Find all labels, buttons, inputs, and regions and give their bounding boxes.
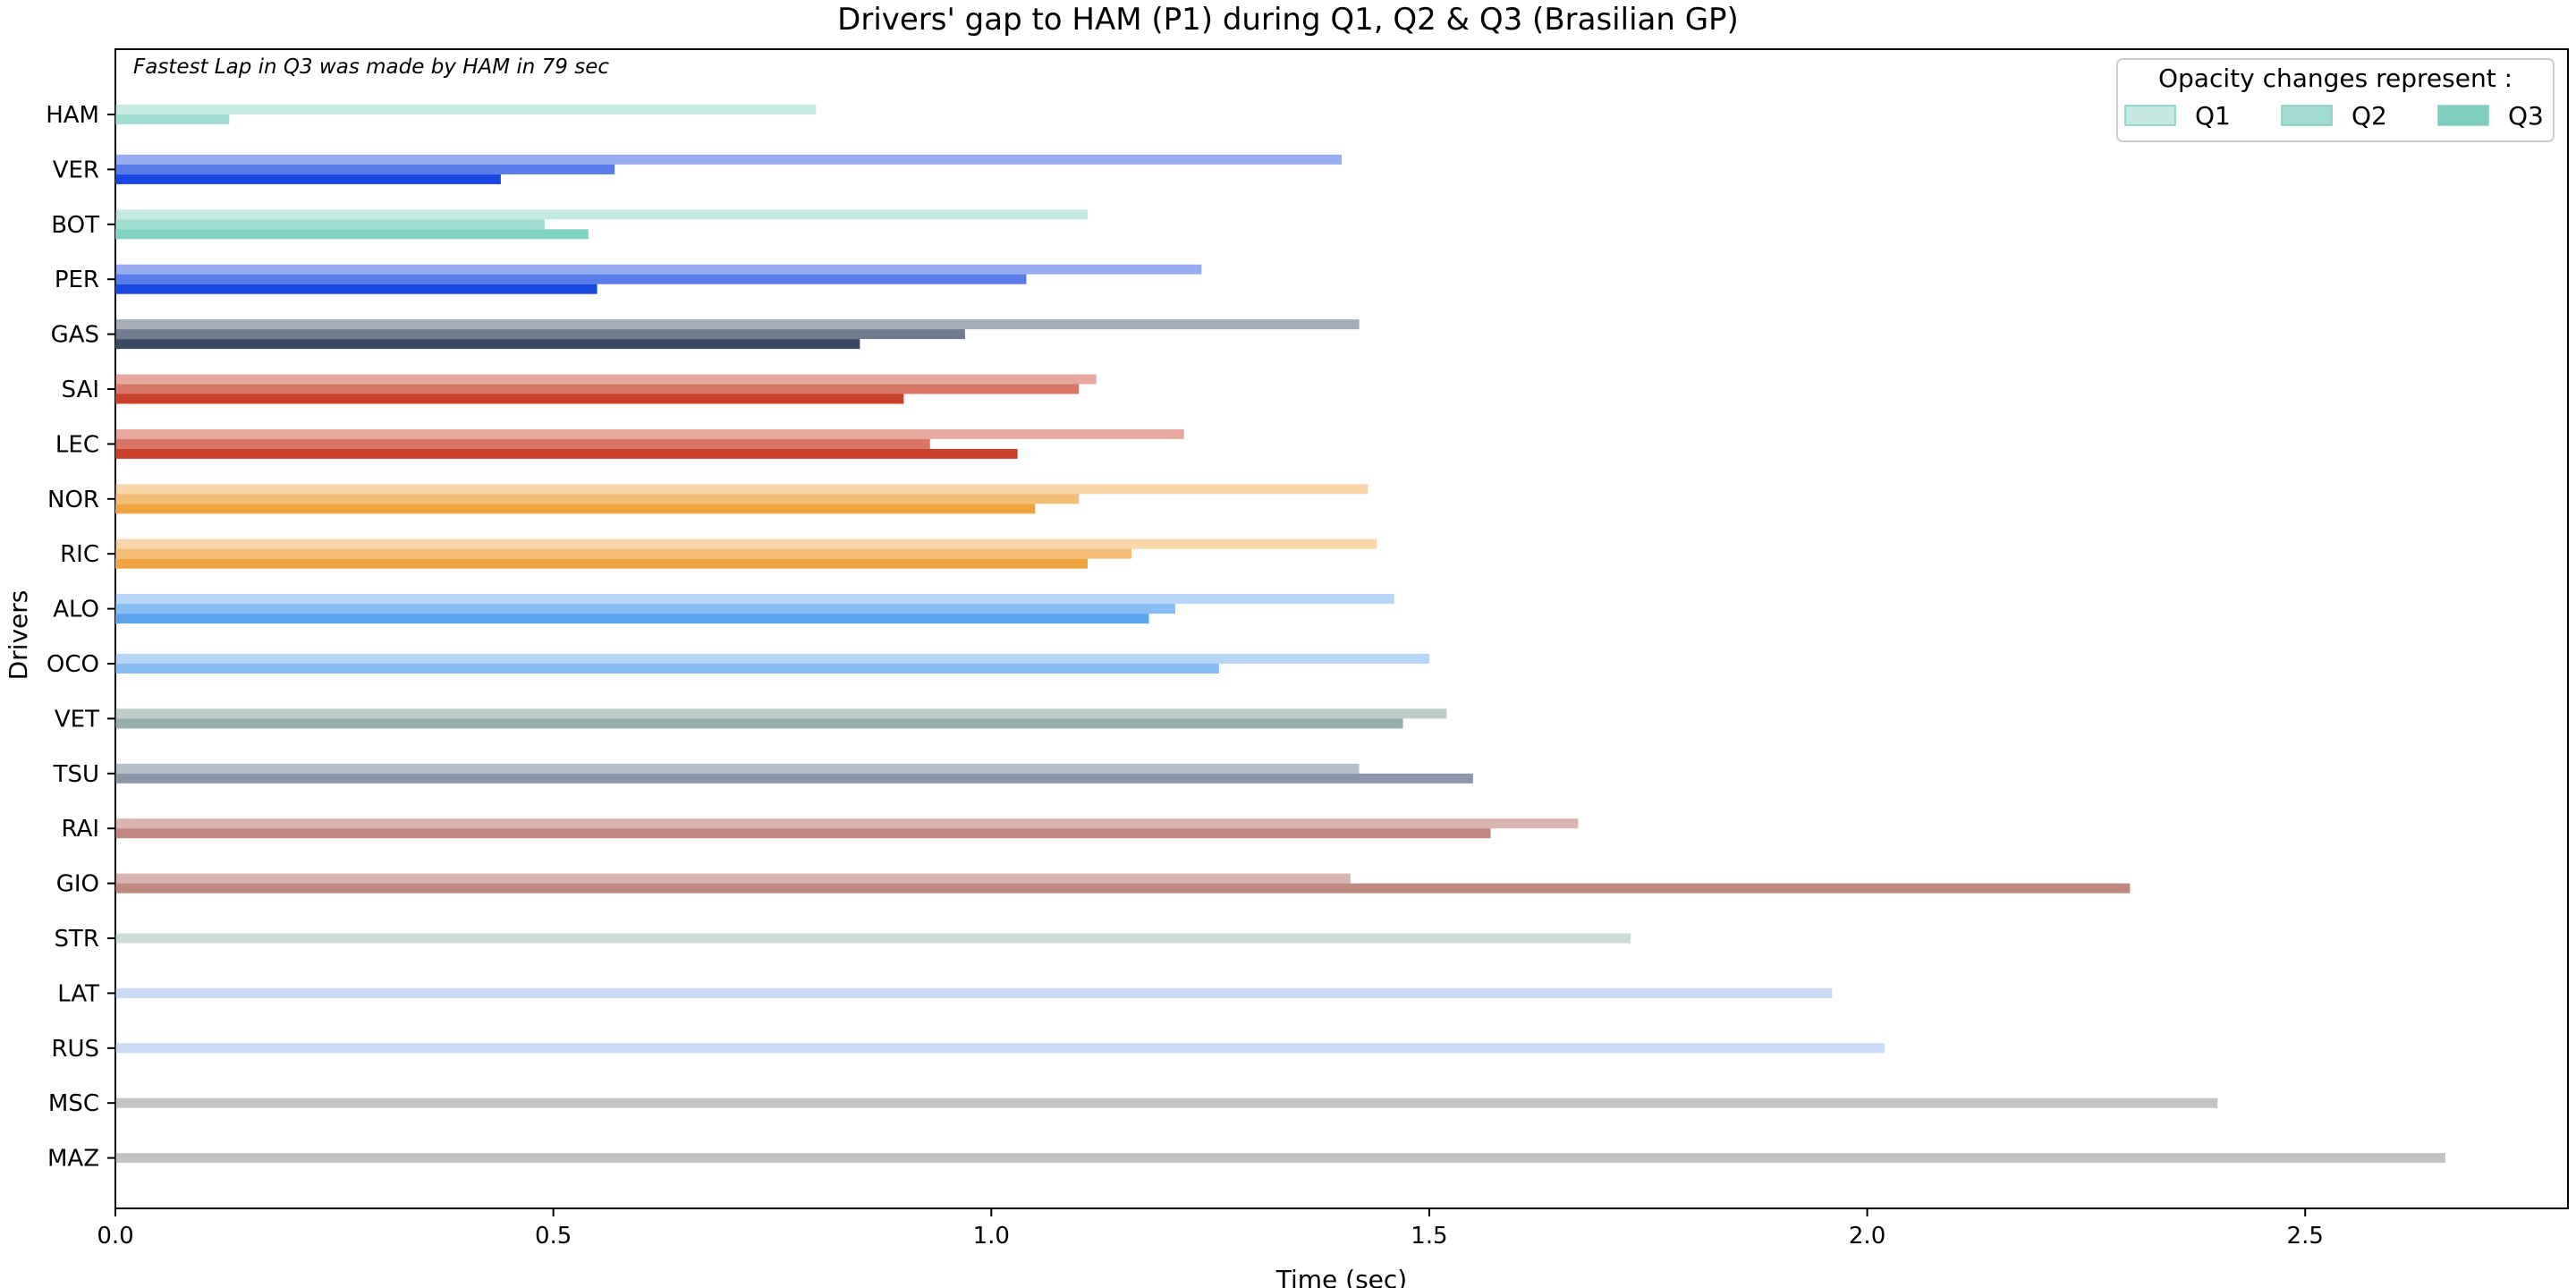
y-tick-label: OCO [47, 651, 99, 678]
bar-sai-q3 [115, 394, 904, 404]
bar-nor-q3 [115, 504, 1036, 514]
y-tick-label: LAT [57, 980, 99, 1007]
bar-nor-q1 [115, 484, 1368, 495]
legend-label-q1: Q1 [2195, 101, 2231, 131]
x-tick-label: 0.5 [535, 1223, 572, 1250]
legend-label-q3: Q3 [2508, 101, 2544, 131]
y-tick-label: SAI [62, 377, 99, 403]
bar-gas-q3 [115, 339, 860, 350]
bar-per-q1 [115, 264, 1202, 275]
bar-sai-q1 [115, 374, 1097, 385]
bar-ric-q2 [115, 548, 1131, 559]
y-tick-label: RAI [62, 816, 99, 843]
bar-gas-q1 [115, 319, 1360, 330]
x-tick-label: 1.0 [973, 1223, 1010, 1250]
bar-tsu-q2 [115, 773, 1473, 784]
y-axis: HAM VER BOT PER GAS SAI LEC NOR RIC ALO OCO VET TSU R… [46, 102, 115, 1173]
legend: Opacity changes represent : Q1 Q2 Q3 [2116, 58, 2555, 142]
bar-gas-q2 [115, 329, 965, 340]
bar-ham-q1 [115, 105, 817, 114]
bar-nor-q2 [115, 494, 1080, 504]
bar-bot-q1 [115, 209, 1089, 220]
plot-area [114, 48, 2569, 1209]
x-tick-label: 0.0 [97, 1223, 133, 1250]
bar-bot-q3 [115, 229, 589, 240]
bar-ric-q3 [115, 558, 1089, 569]
bar-alo-q1 [115, 594, 1394, 605]
bar-ver-q2 [115, 164, 615, 174]
bar-rus-q1 [115, 1043, 1885, 1054]
legend-swatch-q2 [2281, 105, 2333, 126]
y-tick-label: RUS [51, 1036, 99, 1063]
bar-per-q2 [115, 274, 1027, 284]
bar-tsu-q1 [115, 763, 1360, 774]
bar-rai-q1 [115, 818, 1579, 829]
bar-lec-q3 [115, 448, 1018, 459]
y-tick-label: LEC [55, 431, 99, 458]
x-tick-label: 2.0 [1849, 1223, 1885, 1250]
x-axis: 0.0 0.5 1.0 1.5 2.0 2.5 [97, 1208, 2324, 1250]
y-tick-label: STR [55, 926, 99, 953]
annotation-text: Fastest Lap in Q3 was made by HAM in 79 … [133, 55, 609, 79]
bar-alo-q3 [115, 614, 1149, 624]
bar-bot-q2 [115, 219, 545, 230]
y-tick-label: VER [53, 157, 99, 183]
y-tick-label: NOR [47, 487, 99, 513]
bar-vet-q1 [115, 708, 1447, 719]
bar-gio-q2 [115, 883, 2131, 894]
bar-ham-q2 [115, 114, 230, 124]
x-axis-label: Time (sec) [1275, 1265, 1407, 1288]
bar-per-q3 [115, 284, 597, 294]
legend-swatch-q3 [2437, 105, 2489, 126]
legend-title: Opacity changes represent : [2158, 64, 2512, 93]
y-tick-label: GIO [56, 871, 99, 898]
bar-maz-q1 [115, 1153, 2445, 1164]
x-tick-label: 1.5 [1411, 1223, 1447, 1250]
bar-oco-q2 [115, 664, 1219, 674]
y-tick-label: GAS [51, 322, 99, 349]
y-tick-label: MSC [48, 1090, 99, 1117]
bar-alo-q2 [115, 604, 1175, 614]
y-tick-label: MAZ [47, 1146, 99, 1173]
y-tick-label: HAM [46, 102, 99, 129]
y-tick-label: TSU [53, 761, 99, 788]
bar-ver-q3 [115, 174, 501, 184]
y-tick-label: RIC [60, 541, 99, 568]
x-tick-label: 2.5 [2287, 1223, 2324, 1250]
bar-ver-q1 [115, 154, 1342, 165]
bar-group [115, 105, 2445, 1164]
legend-label-q2: Q2 [2351, 101, 2387, 131]
bar-ric-q1 [115, 538, 1377, 549]
y-tick-label: VET [55, 706, 99, 733]
y-tick-label: ALO [53, 597, 99, 623]
y-tick-label: PER [55, 267, 99, 293]
bar-lec-q2 [115, 438, 930, 449]
chart-title: Drivers' gap to HAM (P1) during Q1, Q2 &… [837, 2, 1739, 38]
bar-gio-q1 [115, 873, 1351, 884]
bar-sai-q2 [115, 384, 1080, 394]
bar-lec-q1 [115, 428, 1184, 439]
y-axis-label: Drivers [4, 590, 33, 681]
legend-swatch-q1 [2124, 105, 2176, 126]
bar-rai-q2 [115, 828, 1491, 839]
y-tick-label: BOT [51, 212, 99, 239]
bar-lat-q1 [115, 987, 1833, 998]
bar-vet-q2 [115, 718, 1403, 729]
bar-str-q1 [115, 933, 1631, 944]
bar-oco-q1 [115, 654, 1429, 664]
bar-msc-q1 [115, 1097, 2218, 1108]
